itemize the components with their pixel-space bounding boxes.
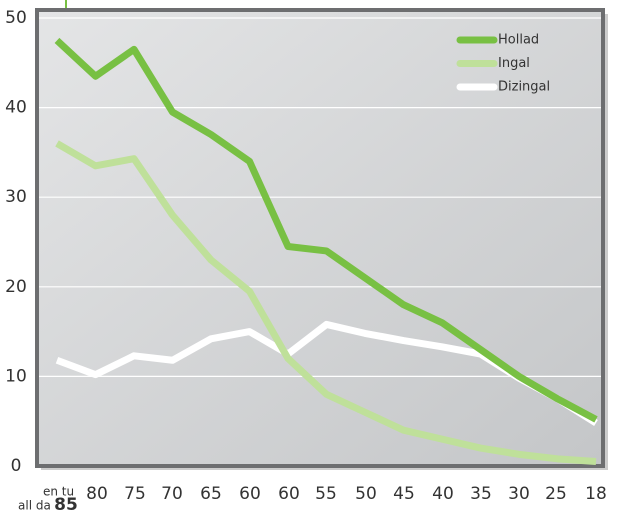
x-tick-label: 45 <box>393 484 415 504</box>
x-tick-label: 18 <box>585 484 607 504</box>
x-tick-label: 75 <box>124 484 146 504</box>
y-tick-label: 0 <box>11 456 22 476</box>
x-tick-label: 35 <box>470 484 492 504</box>
y-tick-label: 10 <box>5 366 27 386</box>
series-line <box>55 140 597 466</box>
legend-label: Hollad <box>498 33 539 48</box>
x-tick-label: 25 <box>545 484 567 504</box>
x-tick-label: 55 <box>315 484 337 504</box>
x-tick-label: 80 <box>86 484 108 504</box>
x-prefix: all da <box>18 499 51 513</box>
x-tick-label: 60 <box>239 484 261 504</box>
legend-label: Dizingal <box>498 80 550 95</box>
x-tick-label: 85 <box>54 495 78 515</box>
x-tick-label: 70 <box>161 484 183 504</box>
x-prefix: en tu <box>43 485 74 499</box>
series-line <box>54 37 598 423</box>
y-tick-label: 50 <box>5 8 27 28</box>
x-tick-label: 40 <box>432 484 454 504</box>
x-tick-label: 30 <box>508 484 530 504</box>
x-tick-label: 65 <box>200 484 222 504</box>
y-tick-label: 30 <box>5 187 27 207</box>
x-tick-label: 60 <box>278 484 300 504</box>
plot-area <box>35 8 605 468</box>
y-tick-label: 40 <box>5 98 27 118</box>
x-tick-label: 50 <box>355 484 377 504</box>
y-tick-label: 20 <box>5 277 27 297</box>
legend-label: Ingal <box>498 56 530 71</box>
